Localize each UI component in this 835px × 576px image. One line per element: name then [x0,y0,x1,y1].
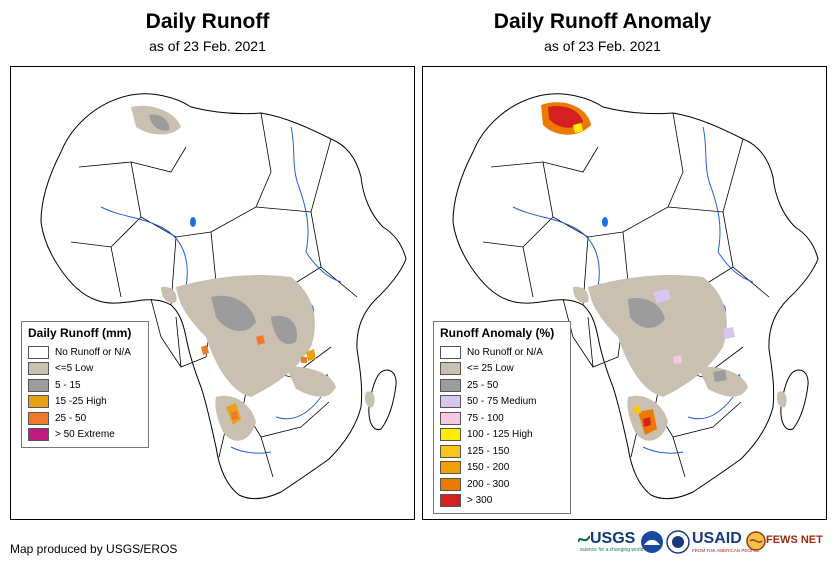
left-map-panel: Daily Runoff (mm) No Runoff or N/A <=5 L… [10,66,415,520]
right-anomaly-cells [541,102,787,441]
legend-swatch [28,428,49,442]
legend-swatch [440,378,461,392]
legend-item: No Runoff or N/A [28,344,142,361]
legend-label: > 50 Extreme [55,429,115,441]
legend-item: > 50 Extreme [28,427,142,444]
right-legend: Runoff Anomaly (%) No Runoff or N/A <= 2… [433,321,571,514]
nasa-seal-icon [666,530,690,554]
legend-label: 100 - 125 High [467,429,533,441]
left-runoff-cells [131,105,375,441]
legend-label: 125 - 150 [467,445,510,457]
left-legend: Daily Runoff (mm) No Runoff or N/A <=5 L… [21,321,149,448]
legend-swatch [440,444,461,458]
legend-swatch [440,411,461,425]
usgs-logo: USGS science for a changing world [578,528,658,556]
map-credit: Map produced by USGS/EROS [10,542,178,556]
usaid-logo-text: USAID [692,530,742,547]
fewsnet-logo-text: FEWS NET [766,534,823,546]
usaid-tagline: FROM THE AMERICAN PEOPLE [692,548,760,553]
legend-swatch [440,362,461,376]
legend-label: <=5 Low [55,363,94,375]
legend-label: 5 - 15 [55,379,81,391]
usgs-tagline: science for a changing world [580,547,644,553]
legend-swatch [440,345,461,359]
legend-swatch [28,345,49,359]
legend-item: > 300 [440,493,564,510]
legend-swatch [28,362,49,376]
legend-label: 25 - 50 [55,412,87,424]
left-map-title: Daily Runoff [145,10,270,33]
right-map-title: Daily Runoff Anomaly [493,10,712,33]
right-legend-title: Runoff Anomaly (%) [440,326,555,340]
legend-label: 200 - 300 [467,478,510,490]
legend-label: No Runoff or N/A [55,346,131,358]
legend-item: 125 - 150 [440,443,564,460]
legend-item: 100 - 125 High [440,427,564,444]
legend-swatch [28,378,49,392]
legend-swatch [440,428,461,442]
legend-swatch [28,411,49,425]
legend-swatch [28,395,49,409]
legend-item: 25 - 50 [28,410,142,427]
legend-label: 50 - 75 Medium [467,396,537,408]
legend-label: > 300 [467,495,493,507]
legend-swatch [440,494,461,508]
legend-item: 25 - 50 [440,377,564,394]
legend-swatch [440,461,461,475]
left-legend-title: Daily Runoff (mm) [28,326,132,340]
usgs-logo-text: USGS [590,530,636,547]
noaa-logo-icon [641,531,663,553]
usgs-wave-icon [578,535,590,543]
legend-item: 75 - 100 [440,410,564,427]
legend-label: <= 25 Low [467,363,514,375]
legend-label: 15 -25 High [55,396,107,408]
usaid-logo: USAID FROM THE AMERICAN PEOPLE [692,528,759,556]
left-africa-map [40,93,407,500]
legend-item: No Runoff or N/A [440,344,564,361]
legend-item: <=5 Low [28,361,142,378]
fewsnet-logo: FEWS NET [746,528,824,556]
legend-item: 50 - 75 Medium [440,394,564,411]
legend-item: 5 - 15 [28,377,142,394]
legend-item: <= 25 Low [440,361,564,378]
fewsnet-globe-icon [746,531,766,551]
left-map-subtitle: as of 23 Feb. 2021 [149,38,266,54]
legend-swatch [440,395,461,409]
legend-swatch [440,477,461,491]
legend-label: 150 - 200 [467,462,510,474]
legend-label: No Runoff or N/A [467,346,543,358]
legend-item: 200 - 300 [440,476,564,493]
right-map-panel: Runoff Anomaly (%) No Runoff or N/A <= 2… [422,66,827,520]
legend-item: 15 -25 High [28,394,142,411]
legend-label: 25 - 50 [467,379,499,391]
legend-label: 75 - 100 [467,412,504,424]
legend-item: 150 - 200 [440,460,564,477]
right-africa-map [452,93,819,500]
right-map-subtitle: as of 23 Feb. 2021 [544,38,661,54]
